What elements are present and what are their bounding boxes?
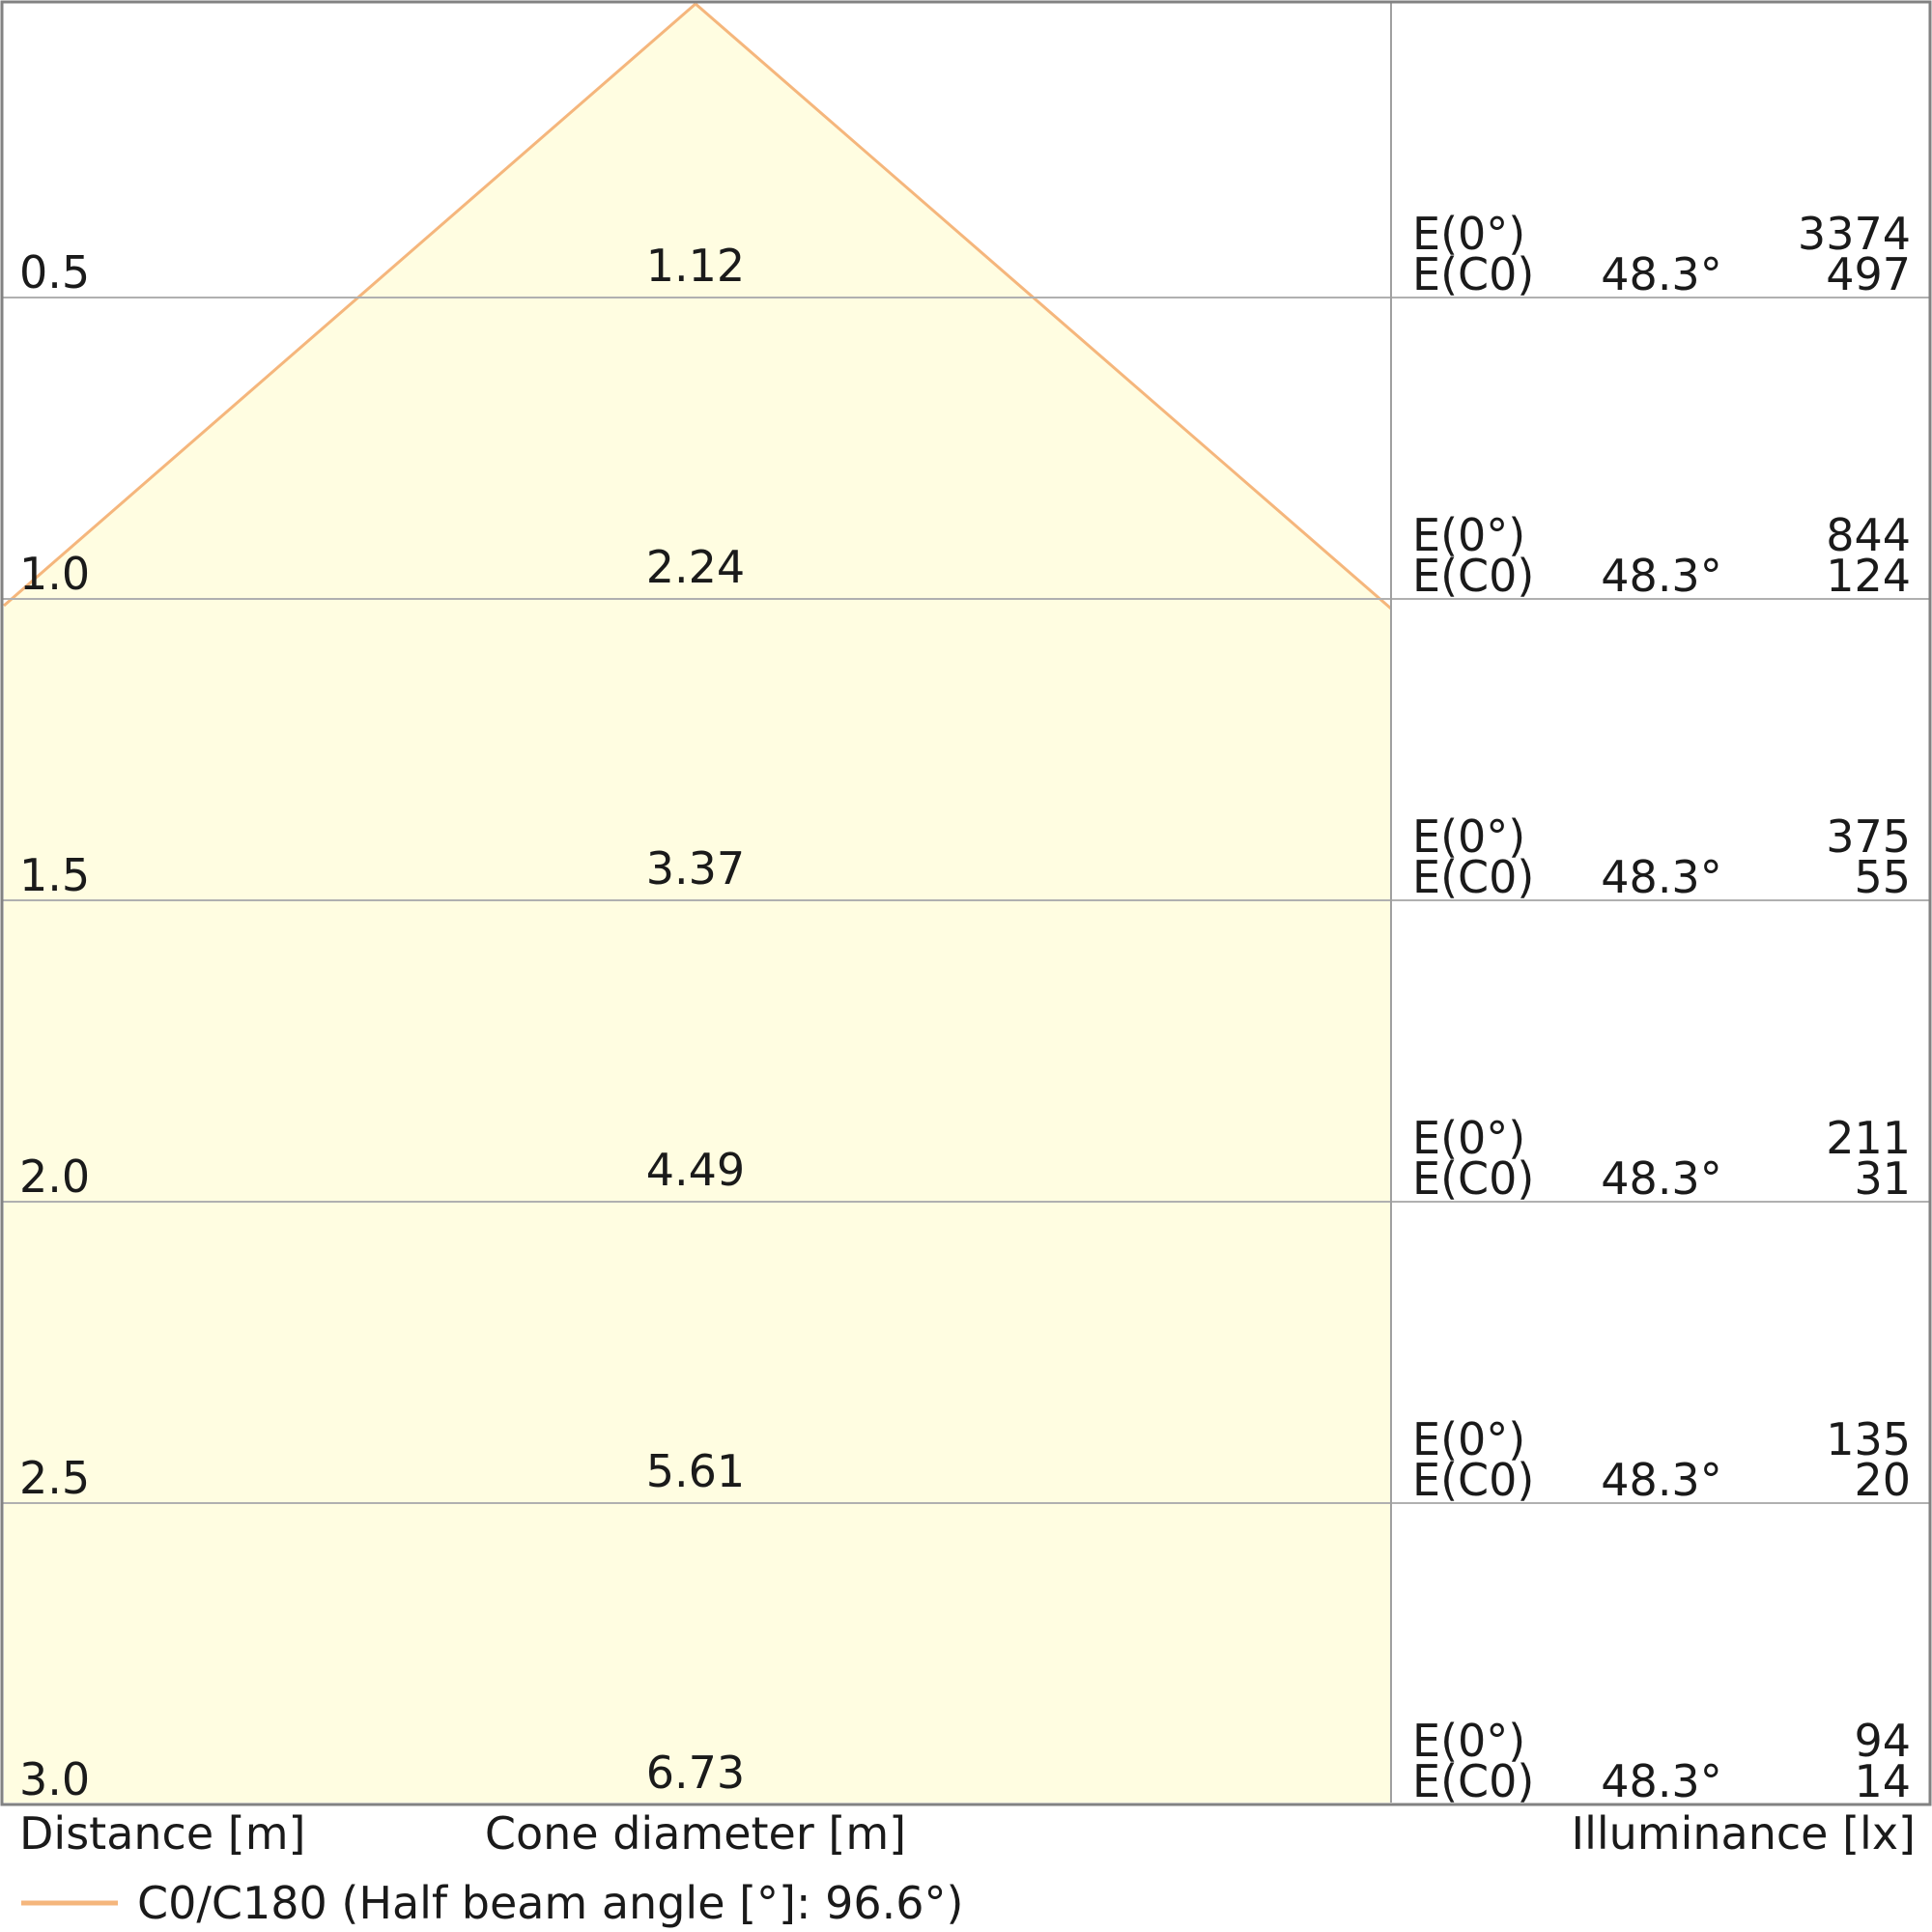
distance-label-1: 1.0 <box>19 548 90 600</box>
ec0-value-2: 55 <box>1854 851 1911 903</box>
distance-label-0: 0.5 <box>19 246 90 298</box>
cone-diameter-label-5: 6.73 <box>646 1747 745 1799</box>
cone-diameter-label-2: 3.37 <box>646 842 745 895</box>
e0-value-5: 94 <box>1854 1715 1911 1767</box>
ec0-value-1: 124 <box>1826 550 1911 602</box>
ec0-angle-0: 48.3° <box>1601 248 1721 300</box>
e0-label-0: E(0°) <box>1412 208 1525 260</box>
distance-label-2: 1.5 <box>19 849 90 901</box>
e0-value-0: 3374 <box>1798 208 1911 260</box>
e0-label-3: E(0°) <box>1412 1112 1525 1164</box>
ec0-value-5: 14 <box>1854 1755 1911 1807</box>
ec0-angle-5: 48.3° <box>1601 1755 1721 1807</box>
ec0-angle-3: 48.3° <box>1601 1152 1721 1205</box>
cone-diameter-label-4: 5.61 <box>646 1445 745 1497</box>
distance-label-5: 3.0 <box>19 1753 90 1805</box>
distance-label-4: 2.5 <box>19 1452 90 1504</box>
ec0-angle-4: 48.3° <box>1601 1454 1721 1506</box>
ec0-label-0: E(C0) <box>1412 248 1534 300</box>
cone-edge-left <box>3 2 696 608</box>
ec0-value-4: 20 <box>1854 1454 1911 1506</box>
cone-diameter-label-1: 2.24 <box>646 541 745 593</box>
legend-label: C0/C180 (Half beam angle [°]: 96.6°) <box>137 1877 964 1929</box>
chart-frame <box>0 0 1932 1806</box>
light-cone-area <box>4 4 1391 1803</box>
cone-diameter-label-3: 4.49 <box>646 1144 745 1196</box>
ec0-angle-2: 48.3° <box>1601 851 1721 903</box>
cone-edge-right <box>695 2 1392 611</box>
e0-value-2: 375 <box>1826 810 1911 863</box>
e0-label-5: E(0°) <box>1412 1715 1525 1767</box>
e0-value-1: 844 <box>1826 509 1911 561</box>
axis-label-illuminance: Illuminance [lx] <box>1572 1807 1916 1860</box>
distance-label-3: 2.0 <box>19 1151 90 1203</box>
ec0-angle-1: 48.3° <box>1601 550 1721 602</box>
cone-diameter-label-0: 1.12 <box>646 240 745 292</box>
ec0-value-3: 31 <box>1854 1152 1911 1205</box>
ec0-label-5: E(C0) <box>1412 1755 1534 1807</box>
ec0-label-4: E(C0) <box>1412 1454 1534 1506</box>
e0-label-1: E(0°) <box>1412 509 1525 561</box>
axis-label-distance: Distance [m] <box>19 1807 305 1860</box>
axis-label-cone-diameter: Cone diameter [m] <box>485 1807 906 1860</box>
e0-label-4: E(0°) <box>1412 1413 1525 1465</box>
e0-label-2: E(0°) <box>1412 810 1525 863</box>
ec0-value-0: 497 <box>1826 248 1911 300</box>
ec0-label-1: E(C0) <box>1412 550 1534 602</box>
e0-value-3: 211 <box>1826 1112 1911 1164</box>
ec0-label-2: E(C0) <box>1412 851 1534 903</box>
ec0-label-3: E(C0) <box>1412 1152 1534 1205</box>
e0-value-4: 135 <box>1826 1413 1911 1465</box>
